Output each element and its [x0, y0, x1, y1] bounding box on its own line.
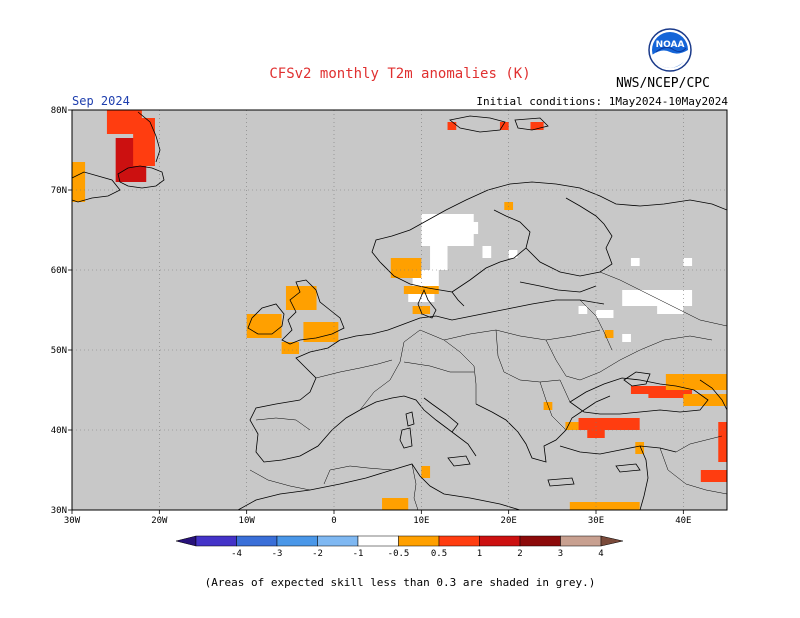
anomaly-cell	[421, 466, 431, 478]
anomaly-cell	[72, 162, 86, 202]
colorbar-bin	[560, 535, 602, 547]
anomaly-cell	[565, 422, 579, 430]
lat-tick-label: 80N	[51, 106, 67, 116]
colorbar-arrow-low	[175, 535, 197, 547]
colorbar-bin	[317, 535, 359, 547]
colorbar-label: -2	[312, 549, 323, 559]
colorbar-label: 2	[517, 549, 522, 559]
lat-tick-label: 50N	[51, 346, 67, 356]
colorbar-label: 0.5	[431, 549, 447, 559]
lon-tick-label: 10E	[413, 516, 429, 526]
lat-tick-label: 30N	[51, 506, 67, 516]
footnote: (Areas of expected skill less than 0.3 a…	[204, 576, 596, 589]
colorbar-bin	[357, 535, 399, 547]
colorbar-bin	[438, 535, 480, 547]
anomaly-cell	[447, 122, 457, 130]
neutral-cell	[430, 246, 448, 270]
noaa-logo-icon: NOAA	[648, 28, 692, 72]
anomaly-cell	[665, 374, 727, 390]
colorbar-label: -0.5	[388, 549, 410, 559]
neutral-cell	[456, 222, 479, 234]
lon-tick-label: 30E	[588, 516, 604, 526]
anomaly-cell	[604, 330, 614, 338]
neutral-cell	[657, 306, 684, 314]
colorbar-bin	[276, 535, 318, 547]
lat-tick-label: 70N	[51, 186, 67, 196]
map-frame	[71, 109, 728, 511]
anomaly-cell	[303, 322, 339, 342]
map-title: CFSv2 monthly T2m anomalies (K)	[269, 66, 531, 82]
colorbar-bin	[519, 535, 561, 547]
colorbar-bin	[195, 535, 237, 547]
colorbar-label: -1	[353, 549, 364, 559]
colorbar-label: -4	[231, 549, 242, 559]
lat-tick-label: 40N	[51, 426, 67, 436]
anomaly-cell	[382, 498, 409, 510]
neutral-cell	[622, 290, 693, 306]
colorbar-label: 1	[477, 549, 482, 559]
neutral-cell	[630, 258, 640, 266]
lon-tick-label: 10W	[239, 516, 256, 526]
anomaly-cell	[648, 390, 693, 398]
anomaly-cell	[543, 402, 553, 410]
lon-tick-label: 0	[331, 516, 336, 526]
neutral-cell	[683, 258, 693, 266]
anomaly-cell	[718, 422, 727, 462]
anomaly-cell	[133, 118, 155, 166]
anomaly-cell	[499, 122, 509, 130]
colorbar-bin	[479, 535, 521, 547]
colorbar-arrow-high	[600, 535, 624, 547]
lat-tick-label: 60N	[51, 266, 67, 276]
colorbar: -4 -3 -2 -1 -0.5 0.5 1 2 3 4	[175, 535, 624, 559]
neutral-cell	[622, 334, 631, 342]
neutral-cell	[596, 310, 614, 318]
colorbar-label: 3	[558, 549, 563, 559]
lon-tick-label: 20E	[501, 516, 517, 526]
anomaly-cell	[635, 442, 645, 454]
colorbar-bin	[236, 535, 278, 547]
lon-tick-label: 40E	[675, 516, 691, 526]
anomaly-cell	[281, 342, 300, 354]
svg-text:NOAA: NOAA	[656, 40, 685, 50]
neutral-cell	[578, 306, 588, 314]
colorbar-label: 4	[598, 549, 603, 559]
map-background	[72, 110, 727, 510]
anomaly-cell	[390, 258, 422, 278]
lon-tick-label: 30W	[64, 516, 81, 526]
anomaly-cell	[569, 502, 640, 510]
anomaly-cell	[285, 286, 317, 310]
initial-conditions: Initial conditions: 1May2024-10May2024	[476, 95, 728, 108]
anomaly-cell	[578, 418, 640, 430]
lon-tick-label: 20W	[151, 516, 168, 526]
coastlines	[72, 111, 727, 510]
anomaly-cell	[700, 470, 727, 482]
forecast-period: Sep 2024	[72, 94, 130, 108]
agency-label: NWS/NCEP/CPC	[616, 76, 710, 91]
neutral-cell	[508, 250, 518, 258]
colorbar-bin	[398, 535, 440, 547]
anomaly-cell	[530, 122, 544, 130]
colorbar-label: -3	[272, 549, 283, 559]
anomaly-cell	[683, 394, 727, 406]
neutral-cell	[482, 246, 492, 258]
